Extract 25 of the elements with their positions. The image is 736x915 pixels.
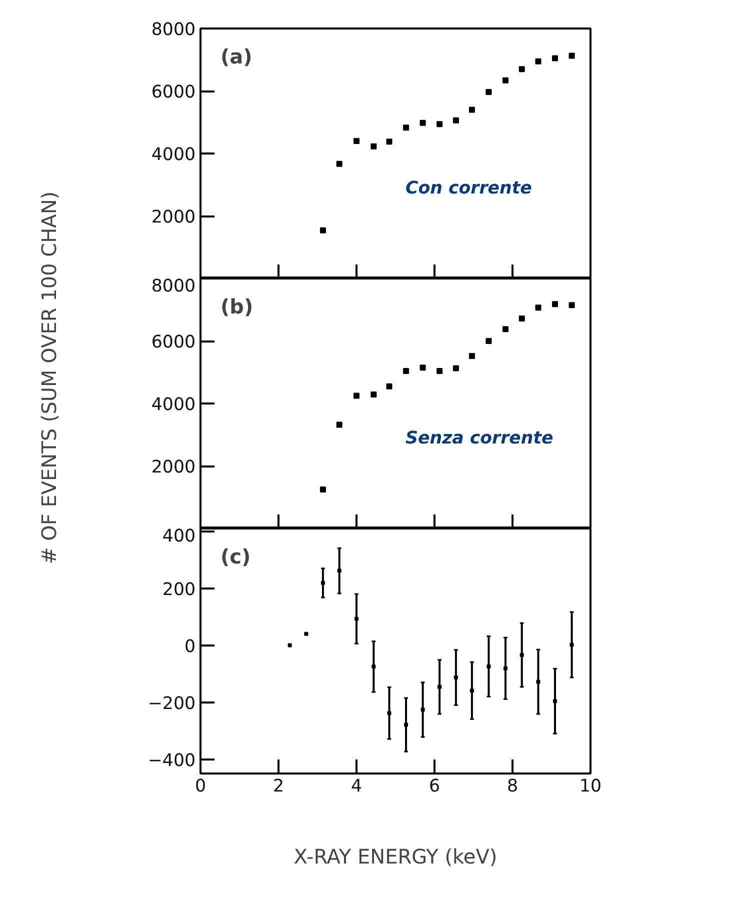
y-tick-label: −200 <box>148 694 196 714</box>
x-tick-label: 4 <box>350 776 362 796</box>
y-tick-label: 4000 <box>151 145 196 165</box>
y-tick-label: 6000 <box>151 82 196 102</box>
y-tick-label: 2000 <box>151 208 196 228</box>
y-tick-label: 2000 <box>151 458 196 478</box>
annotation: (c) <box>220 544 251 568</box>
annotation: (b) <box>220 294 254 318</box>
y-tick-label: 0 <box>184 636 196 657</box>
y-tick-label: −400 <box>148 750 196 771</box>
x-tick-label: 8 <box>506 776 518 796</box>
y-tick-label: 6000 <box>151 332 196 352</box>
y-tick-label: 8000 <box>151 20 196 40</box>
x-tick-label: 2 <box>272 776 284 796</box>
x-tick-label: 6 <box>428 776 440 796</box>
annotation: Senza corrente <box>406 428 554 448</box>
y-tick-label: 4000 <box>151 395 196 415</box>
annotation: Con corrente <box>406 178 532 198</box>
x-tick-label: 10 <box>579 776 602 796</box>
x-axis-title: X-RAY ENERGY (keV) <box>294 844 498 868</box>
y-tick-label: 200 <box>162 580 196 600</box>
y-tick-label: 8000 <box>151 276 196 296</box>
annotation: (a) <box>220 44 252 68</box>
y-axis-title: # OF EVENTS (SUM OVER 100 CHAN) <box>36 191 62 564</box>
y-tick-label: 400 <box>162 526 196 546</box>
